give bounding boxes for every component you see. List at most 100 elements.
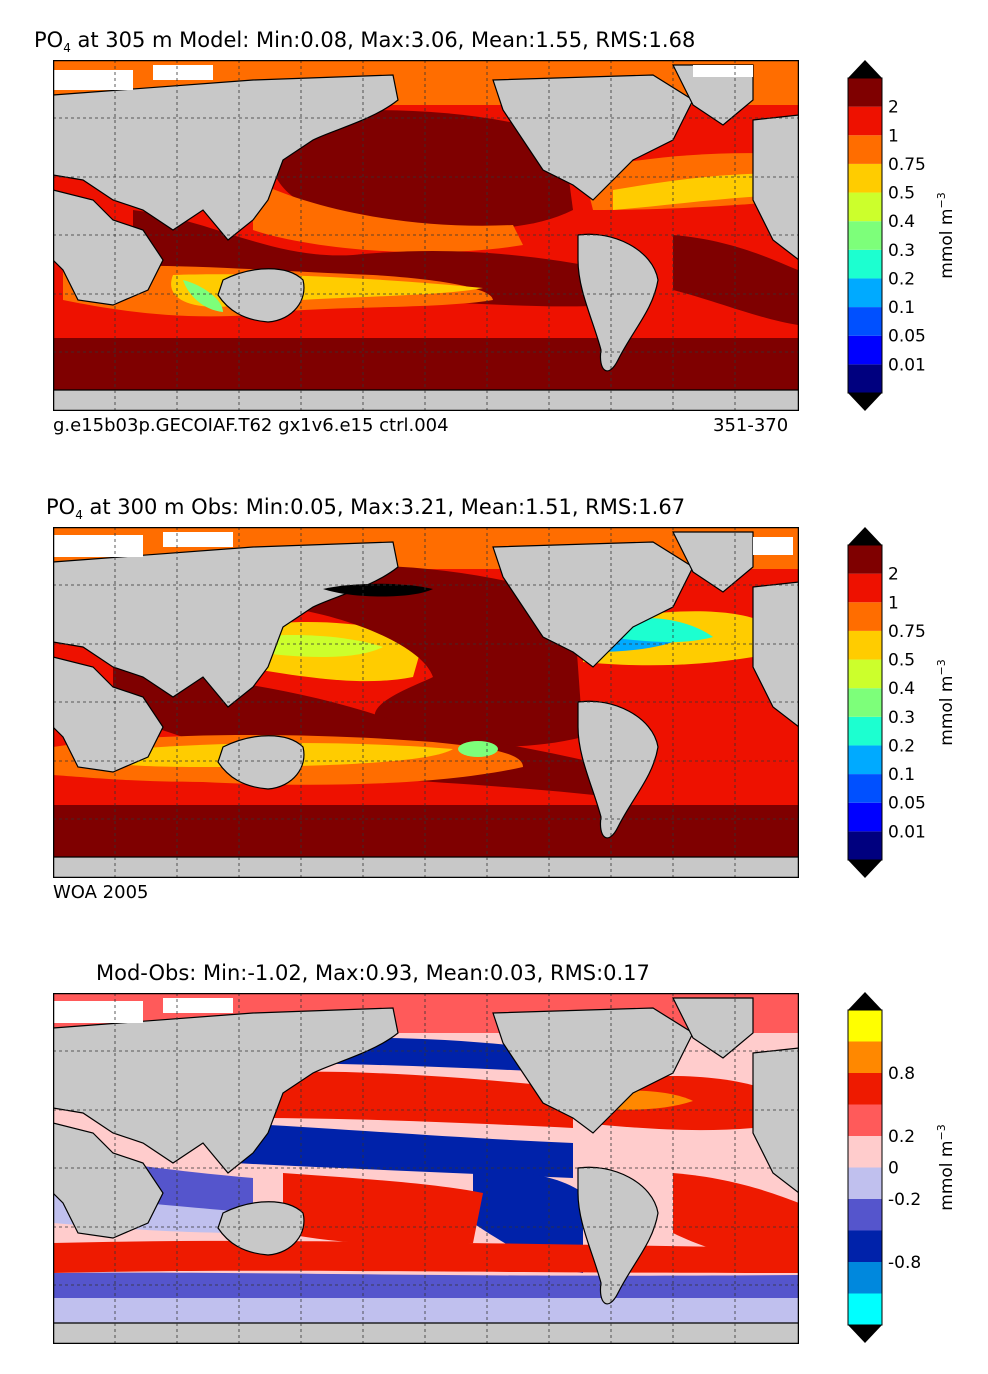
- colorbar-tick-label: 0.4: [888, 212, 915, 232]
- north-pacific-high: [283, 566, 583, 747]
- colorbar-bottom-extend: [848, 860, 882, 878]
- panel-2-map: [53, 527, 799, 878]
- colorbar-segment: [848, 573, 882, 603]
- europe-africa-east: [752, 1047, 799, 1194]
- north-pacific-high: [273, 110, 573, 230]
- africa: [53, 189, 164, 306]
- colorbar-segment: [848, 1041, 882, 1073]
- colorbar-segment: [848, 78, 882, 107]
- colorbar-frame: [847, 77, 883, 394]
- colorbar-tick-label: 0.1: [888, 298, 915, 318]
- colorbar-tick-label: 0: [888, 1159, 899, 1179]
- colorbar-segment: [848, 249, 882, 279]
- africa: [53, 656, 164, 773]
- southern-blue-band: [53, 1272, 799, 1301]
- colorbar-segment: [848, 192, 882, 222]
- colorbar-tick-label: -0.2: [888, 1190, 921, 1210]
- colorbar-tick-label: 0.75: [888, 622, 926, 642]
- map-frame: [53, 60, 799, 411]
- eurasia: [53, 541, 399, 708]
- graticule: [53, 60, 799, 411]
- land-masses: [53, 64, 799, 411]
- colorbar-segment: [848, 335, 882, 365]
- south-america: [577, 700, 659, 839]
- australia: [217, 735, 305, 790]
- colorbar-segment: [848, 278, 882, 308]
- eurasia: [53, 74, 399, 241]
- land-masses: [53, 531, 799, 878]
- southern-lightblue-band: [53, 1298, 799, 1323]
- colorbar-segment: [848, 745, 882, 775]
- colorbar-tick-label: 2: [888, 98, 899, 118]
- colorbar-axis-label: mmol m−3: [935, 659, 957, 745]
- colorbar-segment: [848, 1293, 882, 1325]
- colorbar-tick-label: 0.2: [888, 269, 915, 289]
- ice-patches: [53, 998, 233, 1023]
- colorbar-tick-label: 0.8: [888, 1064, 915, 1084]
- colorbar-frame: [847, 544, 883, 861]
- panel-2-title: PO4 at 300 m Obs: Min:0.05, Max:3.21, Me…: [46, 495, 686, 523]
- colorbar-tick-label: 0.3: [888, 241, 915, 261]
- colorbar-axis-label: mmol m−3: [935, 192, 957, 278]
- colorbar-segment: [848, 364, 882, 393]
- colorbar-segment: [848, 1167, 882, 1199]
- south-america: [577, 1166, 659, 1305]
- colorbar-tick-label: 0.2: [888, 1127, 915, 1147]
- colorbar-tick-label: 0.5: [888, 651, 915, 671]
- north-pacific-subtropic: [253, 180, 523, 253]
- panel-1-colorbar: 2 1 0.75 0.5 0.4 0.3 0.2 0.1 0.05 0.01 mmol m−3: [847, 60, 957, 411]
- colorbar-segment: [848, 802, 882, 832]
- map-frame: [53, 993, 799, 1344]
- colorbar-bottom-extend: [848, 1325, 882, 1343]
- colorbar-tick-label: 0.01: [888, 822, 926, 842]
- panel-1-caption-left: g.e15b03p.GECOIAF.T62 gx1v6.e15 ctrl.004: [53, 415, 449, 436]
- colorbar-segment: [848, 688, 882, 717]
- colorbar-tick-label: 0.5: [888, 184, 915, 204]
- colorbar-tick-label: 1: [888, 593, 899, 613]
- colorbar-top-extend: [848, 527, 882, 545]
- panel-2-colorbar: 2 1 0.75 0.5 0.4 0.3 0.2 0.1 0.05 0.01 mmol m−3: [847, 527, 957, 878]
- colorbar-segment: [848, 1104, 882, 1136]
- okhotsk-black-patch: [323, 583, 433, 597]
- colorbar-segment: [848, 1199, 882, 1231]
- panel-3-title: Mod-Obs: Min:-1.02, Max:0.93, Mean:0.03,…: [96, 961, 650, 985]
- colorbar-segment: [848, 774, 882, 803]
- colorbar-segment: [848, 545, 882, 574]
- colorbar-tick-label: 0.05: [888, 794, 926, 814]
- colorbar-tick-label: 0.1: [888, 765, 915, 785]
- colorbar-tick-label: -0.8: [888, 1253, 921, 1273]
- australia: [217, 1201, 305, 1256]
- colorbar-tick-label: 0.4: [888, 679, 915, 699]
- equatorial-atlantic: [673, 235, 798, 325]
- north-pacific-red: [253, 1071, 573, 1128]
- panel-1-title: PO4 at 305 m Model: Min:0.08, Max:3.06, …: [34, 28, 696, 56]
- colorbar-tick-label: 1: [888, 126, 899, 146]
- colorbar-segment: [848, 602, 882, 631]
- south-pacific-green: [458, 741, 498, 757]
- colorbar-segment: [848, 659, 882, 689]
- tropical-blue-band: [233, 1123, 573, 1178]
- ice-patches: [53, 532, 793, 557]
- colorbar-segment: [848, 106, 882, 136]
- panel-1-caption-right: 351-370: [713, 415, 789, 436]
- colorbar-tick-label: 0.75: [888, 155, 926, 175]
- north-america: [492, 1007, 694, 1134]
- colorbar-segment: [848, 163, 882, 193]
- colorbar-segment: [848, 307, 882, 336]
- colorbar-segment: [848, 1073, 882, 1105]
- north-america: [492, 74, 694, 201]
- antarctica: [53, 856, 799, 878]
- colorbar-segment: [848, 1230, 882, 1262]
- graticule: [53, 527, 799, 878]
- antarctica: [53, 1322, 799, 1344]
- colorbar-segment: [848, 135, 882, 164]
- colorbar-top-extend: [848, 992, 882, 1010]
- europe-africa-east: [752, 581, 799, 728]
- colorbar-tick-label: 0.3: [888, 708, 915, 728]
- subtropical-green: [183, 280, 223, 312]
- colorbar-segment: [848, 1010, 882, 1042]
- south-america: [577, 233, 659, 372]
- europe-africa-east: [752, 114, 799, 261]
- eurasia: [53, 1007, 399, 1174]
- ice-patches: [53, 65, 753, 90]
